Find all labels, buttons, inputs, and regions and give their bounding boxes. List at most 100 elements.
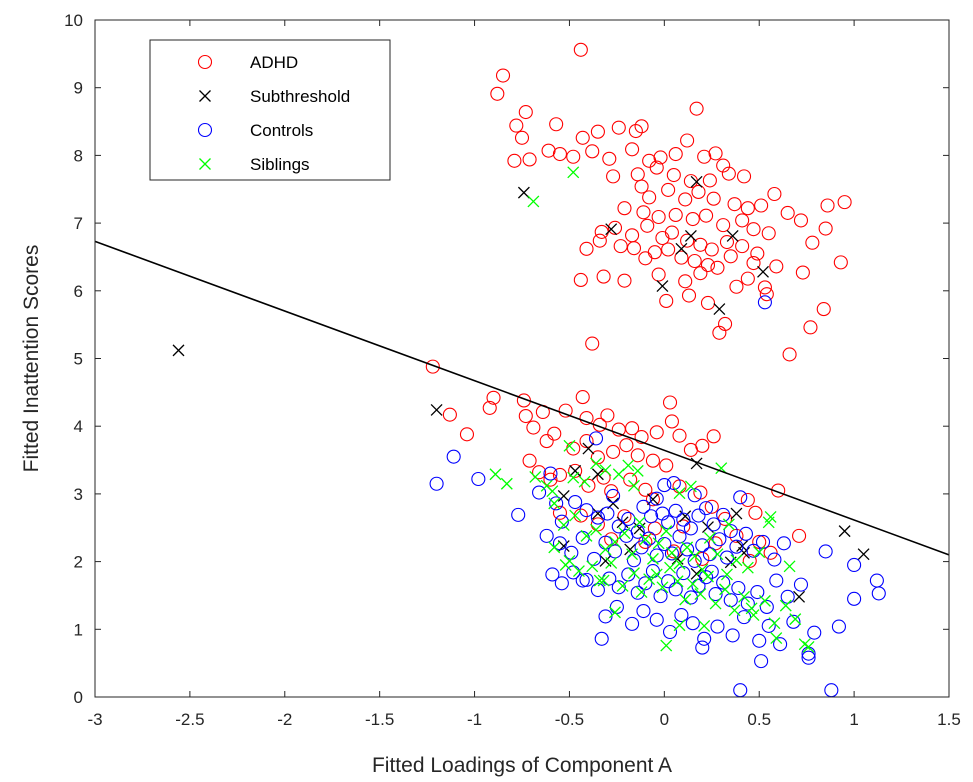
data-point [541, 143, 556, 158]
data-point [582, 442, 595, 455]
data-point [704, 499, 719, 514]
data-point [606, 488, 621, 503]
data-point [634, 540, 649, 555]
data-point [666, 544, 681, 559]
data-point [579, 241, 594, 256]
data-point [792, 528, 807, 543]
data-point [687, 488, 702, 503]
data-point [666, 167, 681, 183]
data-point [747, 609, 760, 622]
data-point [673, 487, 686, 500]
data-point [694, 588, 707, 601]
data-point [652, 537, 665, 550]
data-point [807, 625, 822, 640]
data-point [754, 654, 769, 669]
data-point [596, 269, 611, 284]
data-point [783, 560, 796, 573]
data-point [735, 213, 750, 228]
data-point [446, 449, 461, 464]
legend-label: ADHD [250, 53, 298, 72]
data-point [745, 602, 758, 615]
data-point [736, 540, 749, 552]
data-point [459, 427, 475, 442]
data-point [572, 565, 585, 578]
data-point [757, 295, 772, 310]
x-tick-label: 0.5 [747, 710, 771, 729]
data-point [569, 464, 582, 477]
data-point [738, 590, 750, 603]
data-point [643, 509, 659, 524]
data-point [580, 529, 593, 542]
data-point [795, 265, 810, 280]
data-point [625, 142, 640, 157]
data-point [689, 101, 704, 116]
data-point [680, 542, 695, 557]
data-point [605, 223, 618, 236]
data-point [759, 287, 774, 302]
data-point [634, 179, 649, 194]
data-point [642, 531, 657, 546]
data-point [630, 585, 645, 600]
data-point [581, 478, 596, 493]
data-point [662, 624, 678, 640]
y-tick-label: 6 [74, 282, 83, 301]
data-point [552, 467, 568, 482]
data-point [552, 536, 568, 551]
legend: ADHD Subthreshold Controls Siblings [149, 39, 391, 181]
data-point [643, 573, 656, 586]
data-point [636, 603, 651, 619]
data-point [780, 205, 795, 220]
data-point [511, 507, 526, 522]
data-point [613, 239, 628, 254]
data-point [736, 169, 752, 184]
axes: -3 -2.5 -2 -1.5 -1 -0.5 0 0.5 1 1.5 0 1 2 3 4 5 6 7 8 9 10 [64, 11, 961, 729]
data-point [793, 213, 809, 228]
data-point [539, 528, 554, 543]
data-point [599, 464, 612, 477]
data-point [425, 359, 440, 374]
data-point [837, 195, 852, 210]
data-point [518, 105, 533, 120]
data-point [633, 516, 646, 529]
data-point [526, 420, 541, 435]
data-point [676, 519, 691, 534]
data-point [661, 574, 676, 589]
data-point [735, 239, 750, 254]
data-point [640, 218, 655, 233]
data-point [543, 466, 558, 481]
data-point [630, 448, 645, 463]
data-point [664, 546, 679, 561]
data-point [664, 561, 676, 574]
data-point [495, 68, 511, 83]
data-point [818, 221, 833, 236]
data-point [573, 272, 588, 288]
data-point [626, 548, 639, 561]
data-point [659, 458, 674, 473]
data-point [675, 242, 688, 255]
data-point [801, 650, 816, 665]
data-point [557, 489, 570, 502]
data-point [727, 197, 742, 212]
data-point [704, 242, 719, 257]
data-point [635, 586, 648, 599]
data-point [625, 616, 640, 631]
data-point [661, 242, 676, 257]
data-point [699, 501, 714, 516]
data-point [656, 581, 669, 594]
data-point [633, 522, 646, 535]
data-point [575, 130, 590, 145]
data-point [708, 587, 723, 602]
data-point [563, 439, 576, 452]
data-point [532, 485, 547, 500]
data-point [586, 560, 599, 573]
data-point [871, 586, 886, 601]
data-point [518, 408, 533, 424]
data-point [609, 606, 621, 619]
y-axis-title: Fitted Inattention Scores [20, 245, 43, 473]
data-point [660, 525, 673, 538]
legend-label: Siblings [250, 155, 310, 174]
data-point [552, 146, 568, 162]
data-point [639, 533, 652, 546]
data-point [708, 536, 723, 551]
y-tick-label: 7 [74, 214, 83, 233]
